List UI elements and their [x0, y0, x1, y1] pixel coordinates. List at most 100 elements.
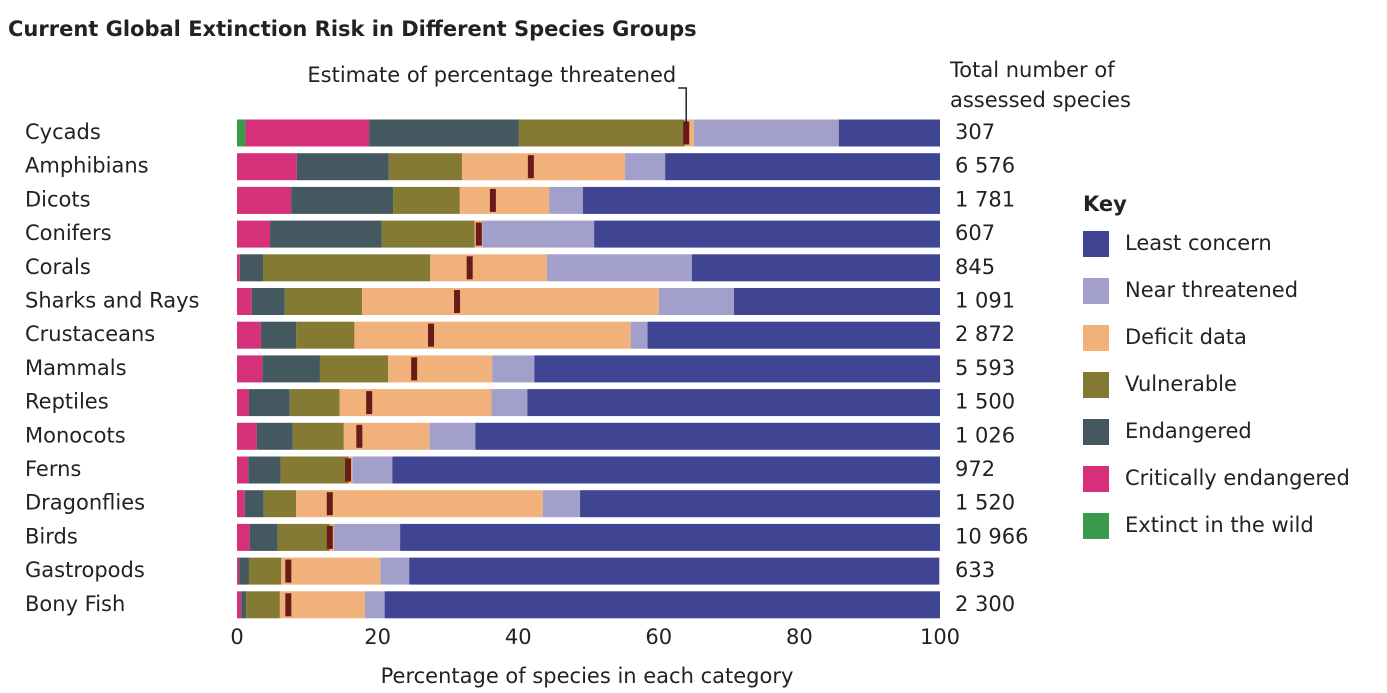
bar-segment — [384, 591, 940, 619]
threatened-marker — [285, 559, 292, 583]
bar-segment — [647, 321, 940, 349]
bar-segment — [296, 321, 355, 349]
bar-segment — [594, 220, 940, 248]
totals-header: Total number of assessed species — [950, 58, 1131, 112]
legend-label: Deficit data — [1125, 325, 1247, 349]
threatened-marker — [428, 323, 435, 347]
bar-segment — [280, 456, 349, 484]
category-label: Sharks and Rays — [25, 289, 199, 313]
bar-segment — [518, 119, 685, 147]
category-label: Monocots — [25, 423, 126, 447]
bar-segment — [461, 153, 626, 181]
legend-swatch — [1083, 278, 1109, 304]
bar-segment — [239, 254, 264, 282]
total-label: 2 300 — [955, 592, 1015, 616]
bar-segment — [339, 389, 492, 417]
bar-segment — [388, 355, 493, 383]
bar-segment — [409, 557, 940, 585]
bar-segment — [248, 456, 281, 484]
bar-segment — [251, 288, 285, 315]
total-label: 5 593 — [955, 356, 1015, 380]
bar-segment — [237, 422, 257, 450]
total-label: 6 576 — [955, 154, 1015, 178]
bar-segment — [237, 557, 240, 585]
bar-segment — [684, 119, 694, 147]
bar-segment — [354, 321, 631, 349]
bar-segment — [284, 288, 363, 315]
legend-swatch — [1083, 419, 1109, 445]
bar-segment — [263, 254, 431, 282]
annotation-label: Estimate of percentage threatened — [307, 63, 676, 87]
threatened-marker — [326, 525, 333, 549]
bar-segment — [260, 321, 297, 349]
total-label: 1 520 — [955, 491, 1015, 515]
bar-segment — [400, 523, 940, 551]
category-label: Reptiles — [25, 390, 109, 414]
bar-segment — [296, 490, 543, 518]
bar-segment — [582, 186, 940, 214]
bar-segment — [362, 288, 659, 315]
bar-segment — [534, 355, 940, 383]
bar-segment — [691, 254, 940, 282]
bar-segment — [364, 591, 385, 619]
legend-label: Least concern — [1125, 231, 1272, 255]
category-label: Crustaceans — [25, 322, 155, 346]
chart-title: Current Global Extinction Risk in Differ… — [8, 17, 697, 41]
bar-segment — [381, 220, 475, 248]
bar-segment — [237, 355, 263, 383]
legend-label: Near threatened — [1125, 278, 1298, 302]
x-axis-label: Percentage of species in each category — [381, 664, 794, 688]
bar-segment — [319, 355, 389, 383]
category-label: Bony Fish — [25, 592, 125, 616]
bar-segment — [241, 591, 247, 619]
bar-segment — [237, 591, 242, 619]
category-label: Cycads — [25, 120, 101, 144]
threatened-marker — [345, 458, 352, 482]
bar-segment — [256, 422, 293, 450]
totals-header-box: Total number of assessed species — [950, 58, 1131, 112]
bar-segment — [244, 490, 264, 518]
bar-segment — [296, 153, 389, 181]
category-label: Gastropods — [25, 558, 145, 582]
threatened-marker — [454, 290, 461, 313]
bar-segment — [334, 523, 401, 551]
bar-segment — [838, 119, 940, 147]
total-label: 1 026 — [955, 423, 1015, 447]
category-label: Conifers — [25, 221, 112, 245]
bar-segment — [475, 422, 940, 450]
bar-segment — [237, 523, 250, 551]
bar-segment — [262, 355, 320, 383]
bar-segment — [237, 220, 271, 248]
category-label: Dragonflies — [25, 491, 145, 515]
x-tick-label: 20 — [364, 625, 391, 649]
bar-segment — [237, 153, 297, 181]
bar-segment — [693, 119, 839, 147]
threatened-marker — [326, 492, 333, 516]
bar-segment — [665, 153, 940, 181]
bar-segment — [393, 186, 460, 214]
bar-segment — [388, 153, 462, 181]
bar-segment — [245, 119, 370, 147]
annotation-pointer — [678, 87, 687, 124]
bar-segment — [237, 456, 249, 484]
bar-segment — [430, 254, 548, 282]
bar-segment — [249, 523, 278, 551]
total-label: 845 — [955, 255, 995, 279]
x-tick-label: 0 — [230, 625, 243, 649]
legend-label: Vulnerable — [1125, 372, 1237, 396]
x-tick-label: 80 — [786, 625, 813, 649]
threatened-marker — [285, 593, 292, 617]
category-label: Birds — [25, 524, 78, 548]
category-label: Corals — [25, 255, 91, 279]
bar-segment — [392, 456, 940, 484]
total-label: 607 — [955, 221, 995, 245]
bar-segment — [734, 288, 940, 315]
legend-title: Key — [1083, 192, 1127, 216]
bar-segment — [237, 186, 292, 214]
bar-segment — [491, 389, 528, 417]
category-label: Dicots — [25, 187, 91, 211]
bar-segment — [289, 389, 340, 417]
legend-swatch — [1083, 231, 1109, 257]
bar-segment — [263, 490, 297, 518]
